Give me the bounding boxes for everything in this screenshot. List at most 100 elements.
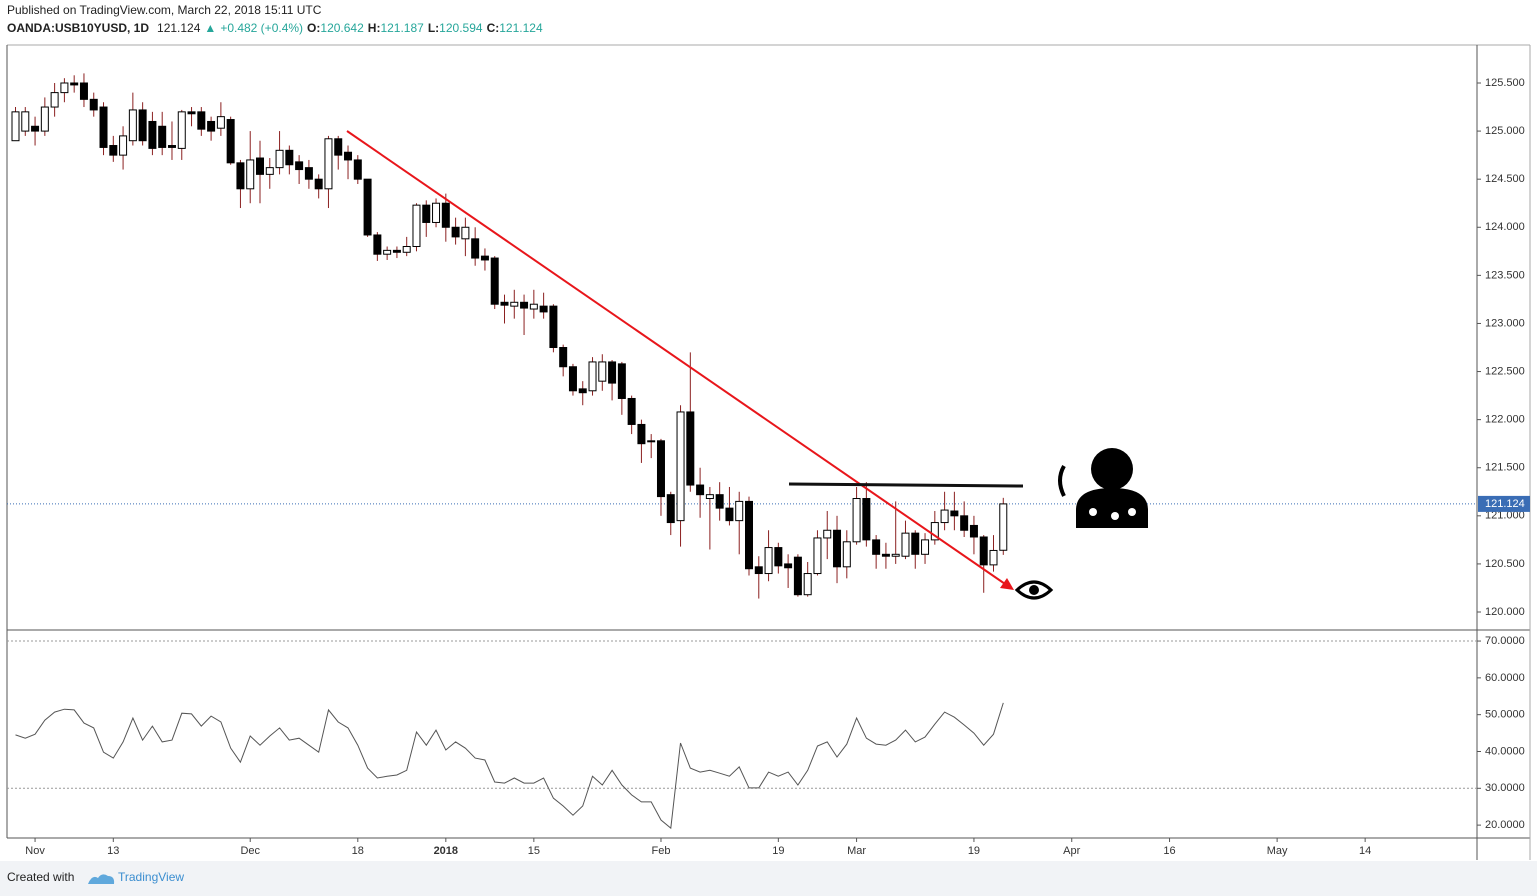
- candle-body: [588, 361, 597, 392]
- candle-body: [627, 397, 636, 425]
- candle-body: [529, 303, 538, 310]
- y-tick-label: 125.000: [1485, 125, 1525, 137]
- candle-body: [598, 361, 607, 382]
- candle-body: [79, 82, 88, 100]
- candle-body: [285, 149, 294, 166]
- x-tick-label: Apr: [1063, 845, 1080, 857]
- candle-body: [803, 573, 812, 596]
- x-tick-label: 16: [1163, 845, 1175, 857]
- x-tick-label: 18: [352, 845, 364, 857]
- ohlc-value: 120.642: [320, 21, 364, 35]
- ohlc-value: 121.124: [499, 21, 543, 35]
- candle-body: [441, 202, 450, 228]
- candle-body: [510, 301, 519, 307]
- footer-brand[interactable]: TradingView: [118, 870, 184, 884]
- candle-body: [852, 498, 861, 543]
- candle-body: [226, 119, 235, 164]
- y-tick-label: 20.0000: [1485, 819, 1525, 831]
- candle-body: [969, 524, 978, 538]
- candle-body: [774, 547, 783, 567]
- candle-body: [256, 157, 264, 175]
- symbol: OANDA:USB10YUSD, 1D: [7, 21, 149, 35]
- candle-body: [334, 138, 343, 156]
- y-tick-label: 70.0000: [1485, 635, 1525, 647]
- y-tick-label: 40.0000: [1485, 745, 1525, 757]
- ohlc-value: 121.187: [380, 21, 424, 35]
- candle-body: [314, 178, 323, 190]
- candle-body: [158, 125, 167, 148]
- candle-body: [344, 151, 353, 161]
- x-tick-label: 14: [1359, 845, 1371, 857]
- candle-body: [696, 484, 705, 496]
- candle-body: [842, 541, 851, 568]
- candle-body: [813, 537, 822, 575]
- candle-body: [637, 423, 646, 445]
- x-tick-label: Mar: [847, 845, 866, 857]
- candle-body: [686, 411, 695, 486]
- change: +0.482 (+0.4%): [220, 21, 303, 35]
- candle-body: [891, 553, 900, 557]
- y-tick-label: 50.0000: [1485, 709, 1525, 721]
- candle-body: [177, 111, 186, 149]
- y-tick-label: 125.500: [1485, 77, 1525, 89]
- ohlc-value: 120.594: [439, 21, 483, 35]
- ohlc-label: H:: [368, 21, 381, 35]
- price: 121.124: [157, 21, 201, 35]
- candle-body: [745, 500, 753, 570]
- candle-body: [647, 440, 656, 443]
- candle-body: [950, 510, 959, 517]
- candle-body: [754, 566, 763, 575]
- trend-arrow: [1000, 578, 1014, 590]
- candle-body: [70, 82, 79, 86]
- x-tick-label: 19: [968, 845, 980, 857]
- candle-body: [60, 82, 69, 94]
- candle-body: [246, 159, 255, 190]
- candle-body: [608, 361, 617, 384]
- trend-line: [346, 130, 1009, 587]
- candle-body: [617, 363, 626, 399]
- footer-text: Created with: [7, 870, 74, 884]
- y-tick-label: 120.000: [1485, 606, 1525, 618]
- candle-body: [99, 106, 108, 148]
- candle-body: [295, 161, 304, 171]
- last-price-label: 121.124: [1485, 498, 1525, 510]
- candle-body: [568, 366, 577, 392]
- candle-body: [109, 145, 118, 156]
- candle-body: [353, 159, 362, 180]
- candle-body: [383, 249, 392, 255]
- candle-body: [167, 145, 176, 148]
- y-tick-label: 120.500: [1485, 558, 1525, 570]
- candle-body: [50, 92, 59, 108]
- candle-body: [930, 522, 939, 541]
- candle-body: [480, 255, 489, 261]
- x-tick-label: 2018: [434, 845, 458, 857]
- candle-body: [823, 529, 832, 539]
- candle-body: [539, 305, 548, 313]
- x-tick-label: 19: [772, 845, 784, 857]
- change-arrow: ▲: [204, 21, 216, 35]
- ohlc-label: O:: [307, 21, 320, 35]
- resistance-line: [788, 482, 1024, 488]
- candle-body: [187, 111, 196, 115]
- y-tick-label: 122.500: [1485, 365, 1525, 377]
- y-tick-label: 60.0000: [1485, 672, 1525, 684]
- published: Published on TradingView.com, March 22, …: [7, 3, 322, 17]
- candle-body: [549, 305, 558, 349]
- candle-body: [422, 204, 431, 223]
- doctor-icon: [1058, 448, 1148, 528]
- candle-body: [500, 301, 509, 306]
- candle-body: [725, 507, 734, 522]
- candle-body: [578, 388, 587, 394]
- candle-body: [666, 494, 675, 524]
- candle-body: [265, 167, 274, 175]
- candle-body: [559, 347, 568, 368]
- x-tick-label: Nov: [25, 845, 45, 857]
- rsi-line: [15, 702, 1004, 830]
- candle-body: [216, 116, 225, 129]
- candle-body: [236, 162, 245, 190]
- candle-body: [148, 120, 157, 149]
- y-tick-label: 122.000: [1485, 414, 1525, 426]
- y-tick-label: 121.000: [1485, 510, 1525, 522]
- candle-body: [451, 226, 460, 238]
